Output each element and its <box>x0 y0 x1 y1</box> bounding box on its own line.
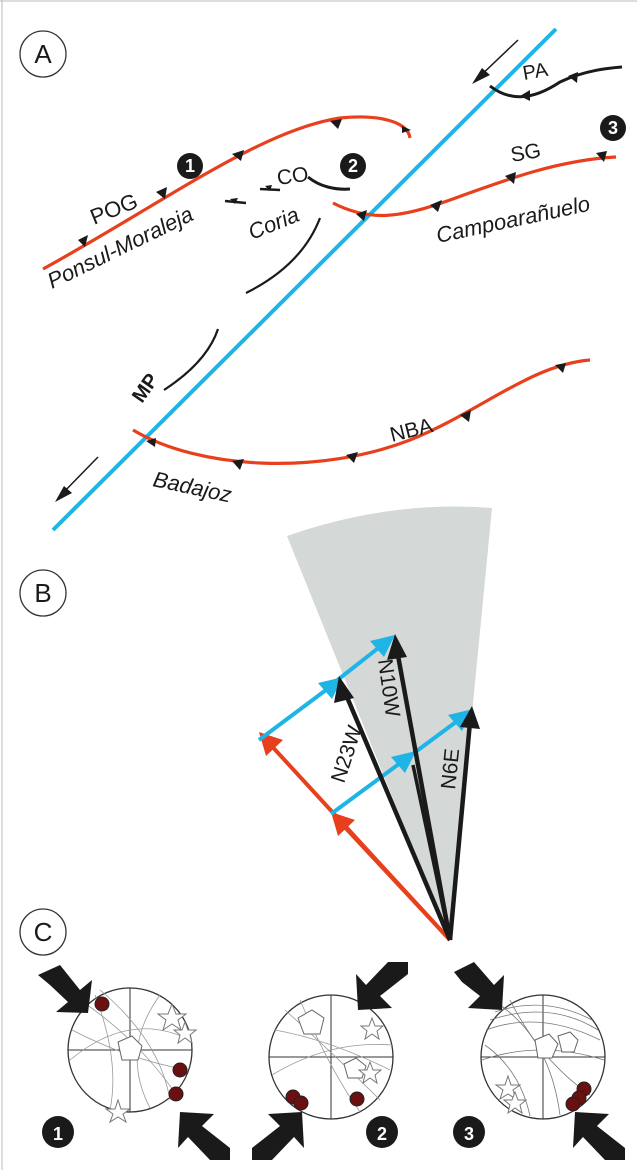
campo-thrust <box>332 155 617 218</box>
panel-c-circle <box>19 908 67 956</box>
panel-b: B <box>19 506 492 942</box>
uncertainty-sector <box>287 506 492 940</box>
pa-teeth <box>520 72 578 101</box>
panel-b-label: B <box>34 578 51 608</box>
marker-1: 1 <box>177 153 203 179</box>
nba-teeth <box>146 363 566 470</box>
label-co: CO <box>275 163 309 190</box>
mp-branch-2 <box>163 328 220 391</box>
label-coria: Coria <box>245 202 303 245</box>
resultant-aux-1 <box>411 764 452 941</box>
mp-branch-1 <box>245 217 322 294</box>
mp-fault <box>51 27 558 532</box>
svg-text:1: 1 <box>185 156 195 176</box>
stereonet-3-number: 3 <box>464 1124 474 1144</box>
panel-a-circle <box>19 30 67 78</box>
pa-thrust <box>489 65 623 99</box>
campo-teeth <box>356 151 607 221</box>
co-fault <box>307 175 351 191</box>
stereonet-2: 2 <box>252 962 408 1160</box>
panel-b-circle <box>19 569 67 617</box>
stereonet-2-number: 2 <box>377 1124 387 1144</box>
nba-thrust <box>132 358 591 466</box>
panel-c: C 1 <box>19 908 625 1160</box>
stereonet-1-number: 1 <box>53 1124 63 1144</box>
blue-vector-4 <box>408 709 473 758</box>
coria-tooth-2 <box>265 185 272 191</box>
blue-vector-1 <box>257 677 343 742</box>
label-sg: SG <box>509 139 543 167</box>
label-n6e: N6E <box>437 747 464 790</box>
shear-arrow-bottom <box>55 456 99 502</box>
blue-vector-3 <box>329 751 416 816</box>
ponsul-teeth <box>78 119 411 247</box>
ponsul-thrust <box>42 115 412 271</box>
resultant-n6e <box>447 706 480 941</box>
panel-a-label: A <box>34 39 52 69</box>
coria-tooth-1 <box>230 198 238 204</box>
stereonet-1: 1 <box>38 965 230 1160</box>
marker-3: 3 <box>600 115 626 141</box>
red-vector-2 <box>331 812 452 942</box>
label-pa: PA <box>521 59 550 85</box>
panel-c-label: C <box>34 917 53 947</box>
svg-text:2: 2 <box>348 156 358 176</box>
shear-arrow-top <box>472 39 519 84</box>
label-nba: NBA <box>388 414 435 447</box>
label-badajoz: Badajoz <box>151 466 234 507</box>
label-campo: Campoarañuelo <box>434 191 592 248</box>
label-pog: POG <box>87 188 142 230</box>
panel-a: A <box>19 27 626 532</box>
label-mp: MP <box>128 370 163 407</box>
marker-2: 2 <box>340 153 366 179</box>
blue-vector-2 <box>333 635 395 684</box>
resultant-n23w <box>334 676 453 941</box>
svg-text:3: 3 <box>608 118 618 138</box>
label-n23w: N23W <box>327 723 367 786</box>
stereonet-3: 3 <box>453 962 625 1160</box>
